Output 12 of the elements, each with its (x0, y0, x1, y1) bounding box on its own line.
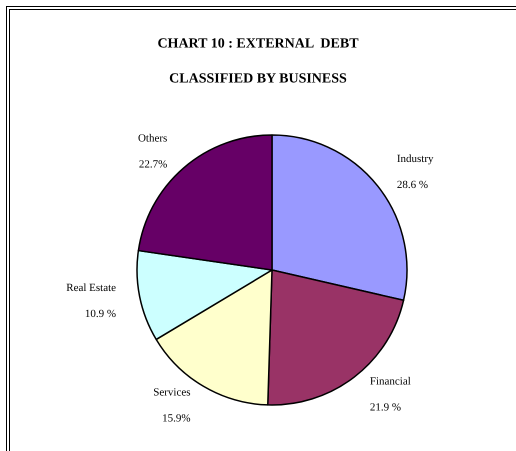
slice-label: Industry (396, 153, 434, 166)
slice-label: Services (153, 386, 191, 398)
slice-label: Others (138, 132, 168, 144)
chart-subtitle: CLASSIFIED BY BUSINESS (169, 72, 348, 86)
data-label: 15.9% (162, 412, 191, 424)
data-label: 28.6 % (396, 179, 428, 192)
slice-label: Financial (370, 375, 411, 388)
chart-title: CHART 10 : EXTERNAL DEBT (157, 36, 360, 52)
data-label: 10.9 % (84, 308, 116, 320)
data-label: 22.7% (138, 158, 168, 170)
data-label: 21.9 % (370, 401, 402, 414)
slice-label: Real Estate (66, 282, 116, 294)
